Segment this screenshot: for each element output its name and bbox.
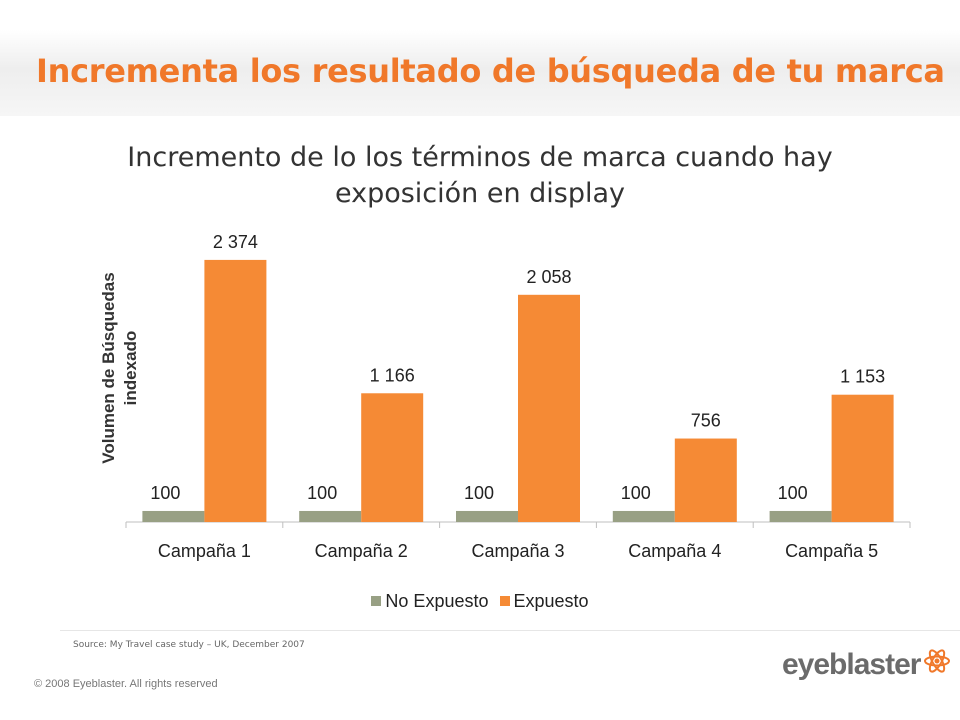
x-tick-label-3: Campaña 3 — [471, 541, 564, 561]
data-label-no-expuesto-4: 100 — [621, 483, 651, 503]
logo-text: eyeblaster — [782, 648, 921, 681]
bar-expuesto-2 — [361, 393, 424, 522]
bar-no-expuesto-4 — [612, 510, 675, 522]
legend-swatch-expuesto — [499, 596, 510, 606]
bar-expuesto-3 — [518, 294, 580, 522]
atom-icon — [924, 649, 951, 673]
source-note: Source: My Travel case study – UK, Decem… — [73, 640, 305, 650]
data-label-no-expuesto-5: 100 — [778, 483, 808, 503]
footer-divider — [60, 630, 960, 631]
chart-title-line-1: Incremento de lo los términos de marca c… — [127, 142, 833, 173]
x-tick-label-5: Campaña 5 — [785, 541, 878, 561]
header-band — [0, 30, 960, 116]
slide-title: Incrementa los resultado de búsqueda de … — [36, 52, 945, 90]
legend-label-no-expuesto: No Expuesto — [385, 590, 489, 611]
bar-no-expuesto-1 — [142, 510, 205, 522]
chart-title-line-2: exposición en display — [334, 178, 626, 209]
eyeblaster-logo: eyeblaster — [782, 648, 952, 682]
x-tick-label-2: Campaña 2 — [315, 541, 408, 561]
data-label-no-expuesto-1: 100 — [150, 483, 180, 503]
legend-item-no-expuesto: No Expuesto — [371, 591, 488, 612]
data-label-no-expuesto-3: 100 — [464, 483, 494, 503]
bar-expuesto-5 — [831, 394, 894, 522]
data-label-expuesto-1: 2 374 — [213, 232, 258, 252]
bar-no-expuesto-2 — [299, 510, 362, 522]
chart-title: Incremento de lo los términos de marca c… — [60, 140, 900, 212]
legend-label-expuesto: Expuesto — [513, 590, 589, 611]
copyright: © 2008 Eyeblaster. All rights reserved — [34, 678, 218, 690]
legend: No Expuesto Expuesto — [0, 590, 960, 612]
data-label-expuesto-2: 1 166 — [370, 365, 415, 385]
data-label-expuesto-5: 1 153 — [840, 367, 885, 387]
data-label-expuesto-4: 756 — [691, 411, 721, 431]
x-tick-label-1: Campaña 1 — [158, 541, 251, 561]
legend-swatch-no-expuesto — [371, 596, 382, 606]
bar-no-expuesto-3 — [456, 510, 518, 522]
legend-item-expuesto: Expuesto — [499, 590, 589, 612]
data-label-no-expuesto-2: 100 — [307, 483, 337, 503]
data-label-expuesto-3: 2 058 — [526, 267, 571, 287]
bar-no-expuesto-5 — [769, 510, 832, 522]
bar-expuesto-4 — [674, 438, 737, 522]
x-tick-label-4: Campaña 4 — [628, 541, 721, 561]
bar-expuesto-1 — [204, 259, 267, 522]
